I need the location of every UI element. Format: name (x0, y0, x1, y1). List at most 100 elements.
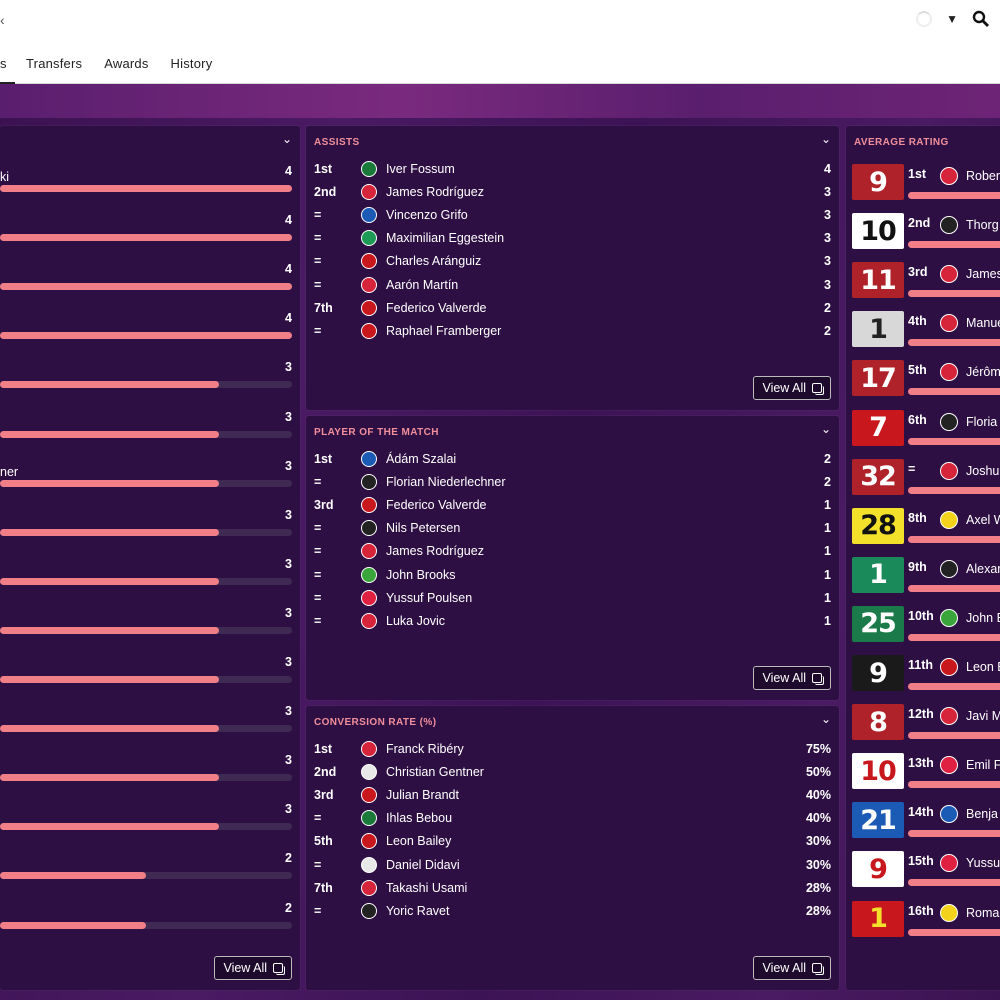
rating-row[interactable]: 10 13th Emil F (852, 753, 1000, 799)
rating-row[interactable]: 7 6th Floria (852, 409, 1000, 456)
player-name[interactable]: Thorg (966, 218, 999, 233)
goals-row[interactable]: 4 (0, 262, 292, 311)
list-item[interactable]: 7th Federico Valverde 2 (314, 298, 831, 318)
player-name[interactable]: Federico Valverde (386, 300, 487, 315)
player-name[interactable]: ki (0, 170, 10, 184)
player-name[interactable]: Yussu (966, 856, 1000, 871)
goals-row[interactable]: ner 3 (0, 459, 292, 508)
goals-row[interactable]: 2 (0, 851, 292, 900)
rating-row[interactable]: 28 8th Axel W (852, 507, 1000, 554)
player-name[interactable]: Iver Fossum (386, 162, 455, 176)
player-name[interactable]: Raphael Framberger (386, 323, 502, 338)
rating-row[interactable]: 10 2nd Thorg (852, 213, 1000, 259)
goals-row[interactable]: 4 (0, 213, 292, 262)
player-name[interactable]: Charles Aránguiz (386, 254, 482, 269)
chevron-down-icon[interactable]: ⌄ (820, 712, 831, 726)
player-name[interactable]: ner (0, 464, 19, 479)
player-name[interactable]: James (966, 267, 1000, 282)
list-item[interactable]: 7th Takashi Usami 28% (314, 878, 831, 898)
goals-row[interactable]: 3 (0, 802, 292, 851)
player-name[interactable]: John Brooks (386, 567, 456, 582)
player-name[interactable]: Axel W (966, 512, 1000, 527)
tab-transfers[interactable]: Transfers (26, 56, 83, 71)
search-icon[interactable] (972, 10, 990, 28)
conversion-view-all-button[interactable]: View All (753, 956, 831, 980)
goals-row[interactable]: 3 (0, 606, 292, 655)
player-name[interactable]: Jérôm (966, 365, 1000, 380)
player-name[interactable]: Alexar (966, 561, 1000, 576)
list-item[interactable]: = Ihlas Bebou 40% (314, 808, 831, 828)
player-name[interactable]: Floria (966, 414, 998, 429)
goals-row[interactable]: 3 (0, 655, 292, 704)
goals-row[interactable]: 3 (0, 508, 292, 557)
player-name[interactable]: Ádám Szalai (386, 452, 457, 466)
player-name[interactable]: Nils Petersen (386, 521, 461, 536)
player-name[interactable]: Florian Niederlechner (386, 475, 506, 490)
player-name[interactable]: Christian Gentner (386, 765, 484, 780)
rating-row[interactable]: 17 5th Jérôm (852, 360, 1000, 406)
player-name[interactable]: Joshu (966, 463, 1000, 478)
player-name[interactable]: Luka Jovic (386, 613, 446, 628)
potm-view-all-button[interactable]: View All (753, 666, 831, 690)
rating-row[interactable]: 1 4th Manue (852, 311, 1000, 357)
player-name[interactable]: Yoric Ravet (386, 903, 450, 918)
rating-row[interactable]: 32 = Joshu (852, 458, 1000, 505)
goals-row[interactable]: ki 4 (0, 164, 292, 213)
rating-row[interactable]: 9 15th Yussu (852, 851, 1000, 897)
assists-view-all-button[interactable]: View All (753, 376, 831, 400)
goals-row[interactable]: 3 (0, 557, 292, 606)
player-name[interactable]: Julian Brandt (386, 788, 459, 803)
player-name[interactable]: Daniel Didavi (386, 857, 460, 872)
player-name[interactable]: Maximilian Eggestein (386, 231, 505, 246)
player-name[interactable]: Benja (966, 807, 998, 822)
rating-row[interactable]: 25 10th John B (852, 605, 1000, 652)
player-name[interactable]: Aarón Martín (386, 277, 459, 292)
chevron-down-icon[interactable]: ⌄ (820, 422, 831, 436)
player-name[interactable]: Rober (966, 169, 1000, 183)
tab-awards[interactable]: Awards (104, 56, 149, 71)
list-item[interactable]: = James Rodríguez 1 (314, 541, 831, 561)
goals-row[interactable]: 3 (0, 704, 292, 753)
player-name[interactable]: Javi M (966, 709, 1000, 724)
goals-row[interactable]: 2 (0, 901, 292, 950)
goals-row[interactable]: 3 (0, 753, 292, 802)
rating-row[interactable]: 1 16th Roma (852, 900, 1000, 947)
goals-row[interactable]: 3 (0, 360, 292, 409)
player-name[interactable]: Emil F (966, 758, 1000, 773)
list-item[interactable]: 1st Ádám Szalai 2 (314, 449, 831, 469)
list-item[interactable]: = Raphael Framberger 2 (314, 321, 831, 341)
player-name[interactable]: Leon Bailey (386, 834, 452, 849)
player-name[interactable]: Ihlas Bebou (386, 811, 453, 826)
player-name[interactable]: Federico Valverde (386, 498, 487, 513)
player-name[interactable]: Leon B (966, 660, 1000, 674)
player-name[interactable]: Yussuf Poulsen (386, 590, 473, 605)
goals-view-all-button[interactable]: View All (214, 956, 292, 980)
rating-row[interactable]: 9 11th Leon B (852, 655, 1000, 701)
rating-row[interactable]: 1 9th Alexar (852, 556, 1000, 603)
list-item[interactable]: 3rd Federico Valverde 1 (314, 495, 831, 515)
player-name[interactable]: James Rodríguez (386, 185, 484, 200)
list-item[interactable]: 5th Leon Bailey 30% (314, 831, 831, 851)
player-name[interactable]: Vincenzo Grifo (386, 208, 468, 223)
player-name[interactable]: Manue (966, 316, 1000, 331)
list-item[interactable]: = Aarón Martín 3 (314, 275, 831, 295)
list-item[interactable]: = Vincenzo Grifo 3 (314, 205, 831, 225)
list-item[interactable]: = Yoric Ravet 28% (314, 901, 831, 921)
list-item[interactable]: = Luka Jovic 1 (314, 611, 831, 631)
player-name[interactable]: Roma (966, 905, 1000, 920)
player-name[interactable]: Franck Ribéry (386, 742, 464, 756)
list-item[interactable]: = Charles Aránguiz 3 (314, 251, 831, 271)
rating-row[interactable]: 9 1st Rober (852, 164, 1000, 210)
rating-row[interactable]: 21 14th Benja (852, 802, 1000, 848)
chevron-down-icon[interactable]: ⌄ (820, 132, 831, 146)
tab-stats[interactable]: s (0, 46, 15, 84)
list-item[interactable]: = John Brooks 1 (314, 565, 831, 585)
player-name[interactable]: John B (966, 610, 1000, 625)
list-item[interactable]: 2nd James Rodríguez 3 (314, 182, 831, 202)
tab-history[interactable]: History (170, 56, 213, 71)
rating-row[interactable]: 8 12th Javi M (852, 704, 1000, 750)
chevron-down-icon[interactable]: ▼ (946, 12, 958, 26)
rating-row[interactable]: 11 3rd James (852, 262, 1000, 308)
list-item[interactable]: 3rd Julian Brandt 40% (314, 785, 831, 805)
list-item[interactable]: 2nd Christian Gentner 50% (314, 762, 831, 782)
